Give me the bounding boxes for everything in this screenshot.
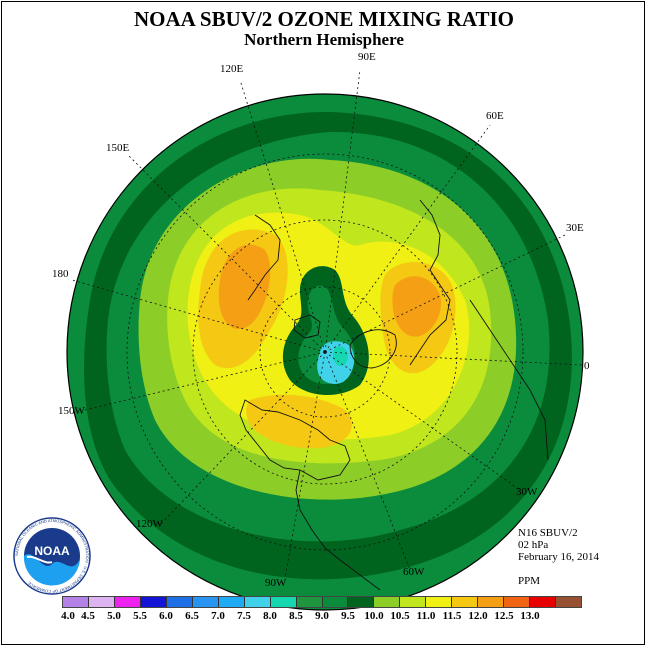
scale-tick-label: 9.5 <box>341 610 355 622</box>
field-11-5-siberia <box>218 244 271 330</box>
scale-swatch-0 <box>63 597 89 607</box>
lon-label-90e: 90E <box>358 51 376 63</box>
scale-swatch-6 <box>218 597 245 607</box>
pressure-level-label: 02 hPa <box>518 539 549 551</box>
scale-tick-label: 11.5 <box>442 610 462 622</box>
scale-swatch-16 <box>478 597 505 607</box>
scale-tick-label: 12.0 <box>468 610 488 622</box>
lon-label-0: 0 <box>584 360 590 372</box>
scale-swatch-15 <box>452 597 479 607</box>
scale-tick-label: 7.0 <box>211 610 225 622</box>
scale-tick-label: 5.0 <box>107 610 121 622</box>
scale-swatch-14 <box>426 597 453 607</box>
map-title: NOAA SBUV/2 OZONE MIXING RATIO <box>134 7 514 31</box>
lon-label-180: 180 <box>52 268 69 280</box>
field-11-0-america <box>246 394 352 449</box>
scale-swatch-2 <box>114 597 141 607</box>
scale-tick-label: 5.5 <box>133 610 147 622</box>
noaa-logo-text: NOAA <box>34 544 70 558</box>
field-11-5-europe <box>392 276 442 337</box>
scale-tick-label: 8.0 <box>263 610 277 622</box>
scale-swatch-4 <box>166 597 193 607</box>
scale-tick-label: 6.5 <box>185 610 199 622</box>
map-subtitle: Northern Hemisphere <box>244 30 404 49</box>
lon-label-120e: 120E <box>220 63 244 75</box>
scale-swatch-1 <box>88 597 115 607</box>
lon-label-30e: 30E <box>566 222 584 234</box>
scale-tick-label: 12.5 <box>494 610 514 622</box>
map-boundary <box>66 93 584 611</box>
ozone-field <box>67 94 583 610</box>
units-label: PPM <box>518 575 541 587</box>
scale-swatch-19 <box>556 597 582 607</box>
vortex-core-min <box>332 346 348 366</box>
scale-swatch-17 <box>504 597 531 607</box>
coastlines <box>239 199 549 591</box>
instrument-label: N16 SBUV/2 <box>518 527 578 539</box>
date-label: February 16, 2014 <box>518 551 599 563</box>
graticule <box>71 69 583 579</box>
scale-tick-label: 6.0 <box>159 610 173 622</box>
lon-label-90w: 90W <box>265 577 287 589</box>
lon-label-150e: 150E <box>106 142 130 154</box>
scale-swatch-3 <box>140 597 167 607</box>
lon-label-60e: 60E <box>486 110 504 122</box>
scale-tick-label: 4.5 <box>81 610 95 622</box>
lon-label-30w: 30W <box>516 486 538 498</box>
scale-swatch-9 <box>296 597 323 607</box>
lon-label-120w: 120W <box>136 518 163 530</box>
scale-swatch-10 <box>322 597 349 607</box>
small-cyan-patch <box>430 95 460 107</box>
scale-tick-label: 10.5 <box>390 610 410 622</box>
scale-swatch-5 <box>192 597 219 607</box>
scale-tick-label: 10.0 <box>364 610 384 622</box>
scale-tick-label: 8.5 <box>289 610 303 622</box>
scale-swatch-11 <box>348 597 375 607</box>
scale-swatch-7 <box>244 597 271 607</box>
scale-swatch-18 <box>530 597 557 607</box>
lon-label-150w: 150W <box>58 405 85 417</box>
scale-swatch-13 <box>400 597 427 607</box>
scale-tick-label: 7.5 <box>237 610 251 622</box>
noaa-logo: NOAA NATIONAL OCEANIC AND ATMOSPHERIC AD… <box>13 517 91 595</box>
scale-swatch-8 <box>270 597 297 607</box>
scale-swatch-12 <box>374 597 401 607</box>
scale-tick-label: 9.0 <box>315 610 329 622</box>
scale-tick-label: 4.0 <box>61 610 75 622</box>
scale-tick-label: 13.0 <box>520 610 540 622</box>
color-scale-bar <box>62 596 582 608</box>
lon-label-60w: 60W <box>403 566 425 578</box>
scale-tick-label: 11.0 <box>416 610 436 622</box>
